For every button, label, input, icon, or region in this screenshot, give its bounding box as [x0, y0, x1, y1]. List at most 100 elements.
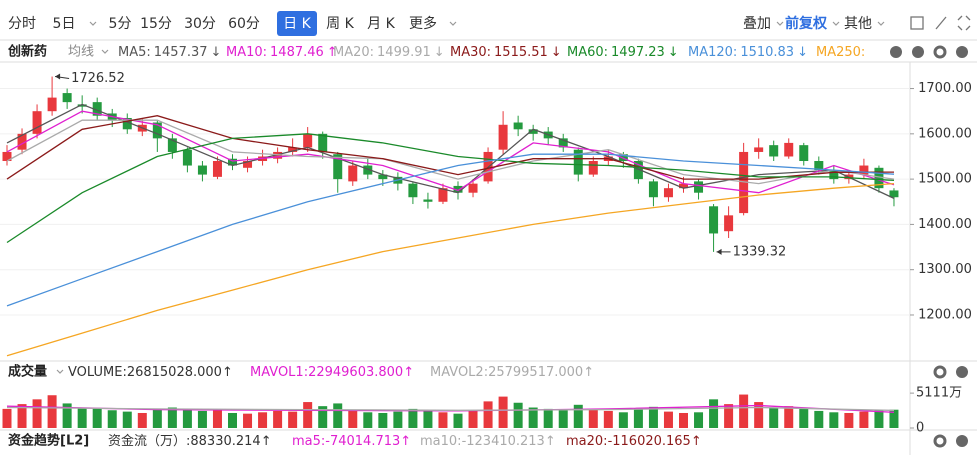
- settings[interactable]: [933, 45, 947, 59]
- tab[interactable]: 月 K: [367, 16, 395, 32]
- close[interactable]: [956, 435, 968, 447]
- candle-body: [769, 145, 779, 157]
- volume-bar: [243, 413, 253, 428]
- readout-value: 26815028.000: [127, 365, 222, 380]
- ma-arrow: ↓: [434, 45, 445, 60]
- volume-bar: [679, 412, 688, 428]
- settings[interactable]: [933, 434, 947, 448]
- dropdown-chevron: [776, 21, 784, 26]
- readout-arrow: ↑: [222, 365, 233, 380]
- y-tick-label: 5111万: [916, 386, 962, 401]
- flow-readout: 资金流（万）:88330.214↑: [108, 433, 272, 449]
- ma-value: 1499.91: [377, 45, 431, 60]
- volume-bar: [859, 411, 869, 428]
- tab[interactable]: 周 K: [326, 16, 354, 32]
- readout-value: 25799517.000: [488, 365, 583, 380]
- readout-value: 88330.214: [190, 434, 260, 449]
- panel-controls[interactable]: [890, 45, 968, 448]
- candle-body: [709, 206, 719, 234]
- tab[interactable]: 15分: [140, 16, 172, 32]
- volume-bar: [784, 406, 794, 428]
- readout-arrow: ↑: [400, 434, 411, 449]
- volume-bar: [2, 408, 12, 428]
- tab[interactable]: 更多: [409, 15, 437, 32]
- mavol-line: [6, 406, 895, 412]
- candle-body: [212, 161, 222, 177]
- tab[interactable]: 30分: [184, 16, 216, 32]
- volume-bar: [152, 408, 162, 428]
- y-tick-label: 1700.00: [918, 81, 972, 96]
- dropdown-chevron: [877, 21, 885, 26]
- volume-bar: [17, 404, 27, 428]
- candle-body: [889, 190, 899, 198]
- candle-body: [588, 161, 598, 175]
- ma-name: MA10:: [226, 45, 267, 60]
- candle-body: [829, 170, 839, 180]
- readout-name: 资金流（万）:: [108, 433, 190, 449]
- candle-body: [17, 133, 27, 150]
- volume-bar: [558, 410, 568, 428]
- annotation-arrowhead: [55, 73, 61, 80]
- ma-name: MA60:: [567, 45, 608, 60]
- candle-body: [694, 181, 704, 193]
- candle-body: [408, 183, 418, 198]
- close[interactable]: [956, 366, 968, 378]
- candle-body: [318, 133, 328, 152]
- volume-bar: [814, 410, 824, 428]
- tab[interactable]: 日 K: [283, 16, 311, 32]
- candle-body: [378, 174, 388, 180]
- zoom-out[interactable]: [890, 46, 902, 58]
- close[interactable]: [956, 46, 968, 58]
- ma-menu[interactable]: 均线: [68, 45, 94, 60]
- volume-bar: [47, 395, 57, 428]
- volume-bar: [483, 401, 493, 428]
- tab[interactable]: 60分: [228, 16, 260, 32]
- candle-body: [438, 188, 448, 202]
- volume-bar: [378, 412, 388, 428]
- ma-value: 1457.37: [154, 45, 208, 60]
- readout-value: -116020.165: [608, 434, 691, 449]
- volume-bar: [633, 408, 643, 428]
- ma-line: [6, 110, 895, 194]
- fullscreen-icon[interactable]: [957, 15, 971, 31]
- settings[interactable]: [933, 365, 947, 379]
- toolbar-menu[interactable]: 叠加: [743, 16, 771, 32]
- volume-bar: [573, 404, 583, 428]
- y-tick-label: 0: [916, 421, 924, 436]
- candle-body: [122, 117, 132, 130]
- candle-body: [679, 183, 688, 189]
- tab[interactable]: 5分: [109, 16, 132, 32]
- zoom-in[interactable]: [912, 46, 924, 58]
- tab[interactable]: 5日: [53, 16, 76, 32]
- ma-name: MA30:: [450, 45, 491, 60]
- candle-body: [152, 122, 162, 139]
- volume-bar: [468, 410, 478, 428]
- volume-bar: [874, 409, 884, 428]
- readout-arrow: ↑: [261, 434, 272, 449]
- volume-bar: [829, 412, 839, 428]
- volume-bar: [889, 409, 899, 428]
- tab[interactable]: 分时: [8, 16, 36, 32]
- readout-name: ma5:: [292, 434, 325, 449]
- toolbar-icons[interactable]: [910, 15, 971, 31]
- candle-body: [784, 142, 794, 157]
- candle-body: [47, 97, 57, 112]
- ma-value: 1510.83: [740, 45, 794, 60]
- dropdown-chevron: [89, 21, 97, 26]
- toolbar-menu[interactable]: 前复权: [785, 15, 828, 32]
- layout-icon[interactable]: [910, 16, 924, 30]
- volume-bar: [423, 410, 433, 428]
- candle-body: [182, 149, 192, 166]
- volume-readout: MAVOL1:22949603.800↑: [250, 365, 414, 380]
- y-tick-label: 1200.00: [918, 307, 972, 322]
- ma-line: [6, 115, 895, 180]
- draw-icon[interactable]: [935, 16, 947, 30]
- candle-body: [739, 151, 749, 214]
- candle-body: [663, 188, 673, 198]
- volume-bar: [844, 412, 854, 428]
- ma-name: MA5:: [118, 45, 151, 60]
- toolbar-menu[interactable]: 其他: [844, 16, 872, 32]
- readout-value: 22949603.800: [308, 365, 403, 380]
